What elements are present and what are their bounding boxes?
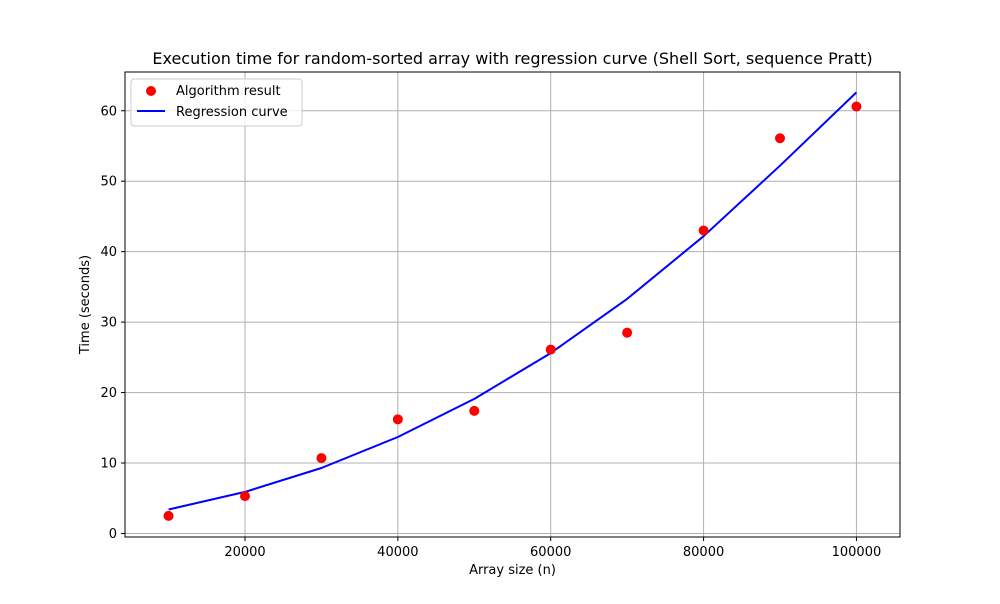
y-tick-label: 0 <box>109 527 117 542</box>
regression-curve-line <box>168 91 858 511</box>
legend-label-regression-curve: Regression curve <box>176 105 288 120</box>
plot-frame <box>124 71 901 538</box>
x-tick-label: 60000 <box>530 545 571 560</box>
grid-lines <box>125 72 900 537</box>
legend-box <box>130 78 303 127</box>
legend: Algorithm result Regression curve <box>130 78 303 127</box>
algorithm-result-point <box>392 414 403 425</box>
y-tick-label: 10 <box>100 457 117 472</box>
y-axis-label: Time (seconds) <box>78 255 93 355</box>
algorithm-result-point <box>851 101 862 112</box>
x-tick-label: 100000 <box>832 545 882 560</box>
algorithm-result-point <box>239 491 250 502</box>
x-axis-label: Array size (n) <box>469 563 556 578</box>
y-tick-label: 60 <box>100 104 117 119</box>
algorithm-result-point <box>775 133 786 144</box>
x-tick-label: 80000 <box>683 545 724 560</box>
y-tick-label: 30 <box>100 316 117 331</box>
algorithm-result-point <box>316 453 327 464</box>
y-tick-label: 40 <box>100 245 117 260</box>
regression-curve-group <box>168 91 858 511</box>
x-tick-label: 40000 <box>377 545 418 560</box>
x-axis-ticks: 20000 40000 60000 80000 100000 <box>224 537 881 560</box>
y-tick-label: 20 <box>100 386 117 401</box>
algorithm-result-point <box>622 327 633 338</box>
chart-title: Execution time for random-sorted array w… <box>152 49 872 68</box>
algorithm-result-point <box>698 225 709 236</box>
algorithm-result-point <box>469 405 480 416</box>
legend-label-algorithm-result: Algorithm result <box>176 84 281 99</box>
scatter-points-group <box>163 101 862 521</box>
legend-scatter-marker <box>146 86 156 96</box>
y-tick-label: 50 <box>100 175 117 190</box>
y-axis-ticks: 0 10 20 30 40 50 60 <box>100 104 125 542</box>
algorithm-result-point <box>163 510 174 521</box>
x-tick-label: 20000 <box>224 545 265 560</box>
plot-area <box>125 72 900 537</box>
algorithm-result-point <box>545 344 556 355</box>
